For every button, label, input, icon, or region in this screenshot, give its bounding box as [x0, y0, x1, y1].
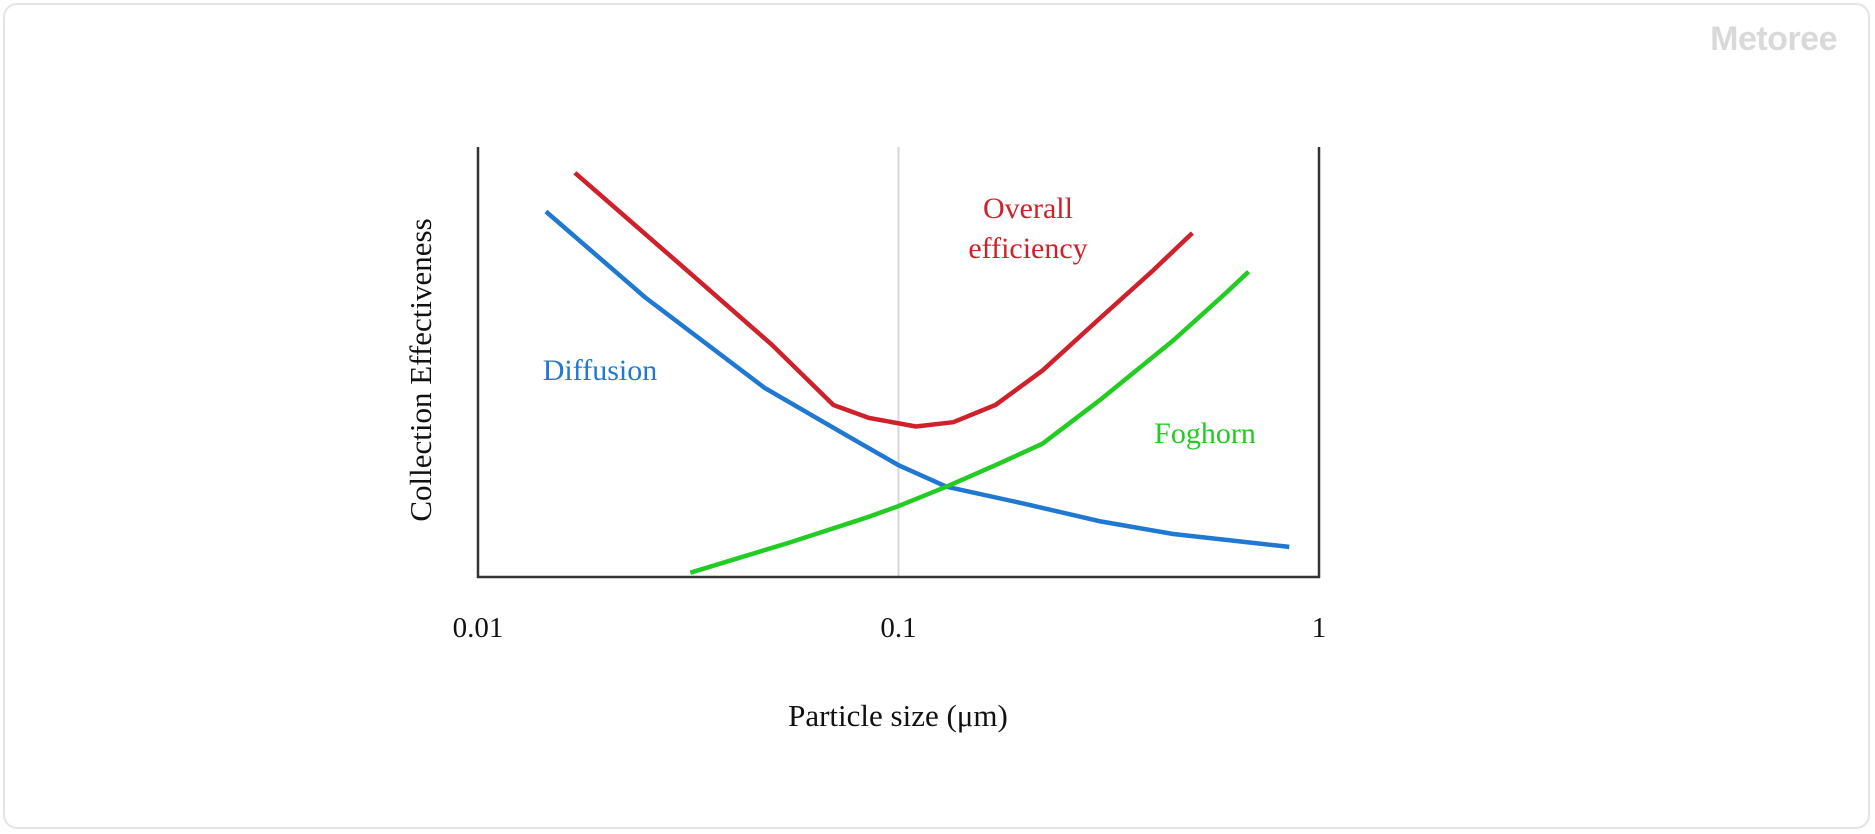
y-axis-title: Collection Effectiveness	[403, 218, 438, 521]
x-tick-label: 0.01	[453, 612, 504, 644]
series-line-overall-efficiency	[573, 171, 1194, 429]
x-tick-label: 0.1	[880, 612, 916, 644]
series-layer	[544, 171, 1290, 575]
series-label-line: efficiency	[968, 232, 1087, 265]
plot-area	[476, 147, 1321, 579]
series-label-line: Diffusion	[543, 354, 657, 387]
label-layer: Overall efficiency Diffusion Foghorn	[543, 192, 1256, 450]
x-tick-label: 1	[1312, 612, 1327, 644]
series-label-line: Foghorn	[1154, 417, 1256, 450]
series-label-diffusion: Diffusion	[543, 354, 657, 387]
series-label-foghorn: Foghorn	[1154, 417, 1256, 450]
metoree-watermark: Metoree	[1710, 20, 1837, 58]
series-label-overall-efficiency: Overall efficiency	[968, 192, 1087, 265]
x-axis-title: Particle size (μm)	[788, 698, 1008, 733]
figure-card	[3, 3, 1870, 829]
series-label-line: Overall	[983, 192, 1073, 225]
series-line-diffusion	[544, 209, 1290, 550]
series-line-foghorn	[689, 270, 1251, 575]
tick-layer: 0.01 0.1 1	[453, 612, 1327, 644]
